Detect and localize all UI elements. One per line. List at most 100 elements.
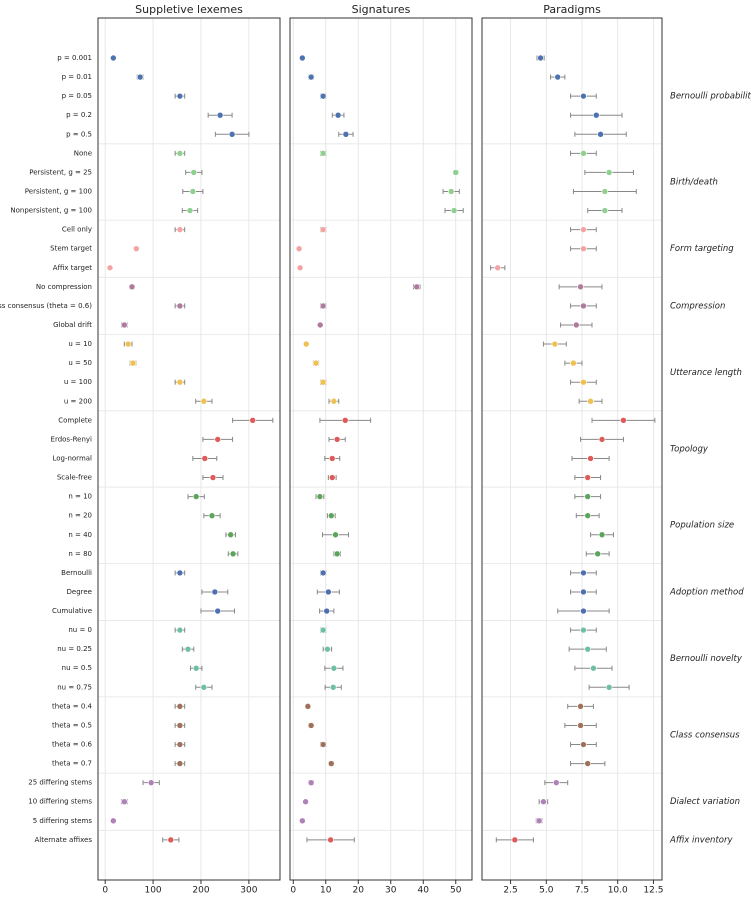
dot xyxy=(620,417,627,424)
row-label: 10 differing stems xyxy=(28,798,92,806)
dot xyxy=(176,378,184,386)
dot xyxy=(580,569,587,577)
row-label: Persistent, g = 25 xyxy=(29,168,92,176)
row-label: Cumulative xyxy=(52,607,92,615)
x-tick-label: 20 xyxy=(353,886,365,896)
row-label: theta = 0.4 xyxy=(52,702,93,710)
dot xyxy=(577,722,584,729)
row-label: p = 0.001 xyxy=(57,54,92,62)
dot xyxy=(189,188,197,195)
dot xyxy=(494,264,502,272)
row-label: Affix target xyxy=(53,264,92,272)
dot xyxy=(228,130,236,138)
panel-title: Paradigms xyxy=(543,3,601,16)
dot xyxy=(572,321,580,329)
dot xyxy=(176,722,184,729)
group-label: Class consensus xyxy=(670,730,740,740)
dot xyxy=(208,512,216,519)
dot xyxy=(580,150,587,157)
x-tick-label: 0 xyxy=(290,886,296,896)
dot xyxy=(584,760,592,767)
x-tick-label: 5.0 xyxy=(539,886,554,896)
panel-title: Signatures xyxy=(352,3,411,16)
dot xyxy=(319,226,327,233)
dot xyxy=(302,340,310,348)
dot xyxy=(601,188,609,195)
row-label: None xyxy=(74,149,92,157)
dot xyxy=(147,779,155,786)
dot xyxy=(200,684,208,691)
dot xyxy=(124,340,132,348)
dot xyxy=(296,264,304,272)
dot xyxy=(332,531,339,539)
dot xyxy=(192,664,200,672)
row-label: u = 10 xyxy=(68,340,92,348)
dot xyxy=(447,188,455,195)
dot xyxy=(577,703,584,710)
dot xyxy=(598,436,606,443)
row-label: p = 0.01 xyxy=(62,73,92,81)
dot xyxy=(216,111,224,119)
row-label: Stem target xyxy=(50,245,92,253)
dot xyxy=(511,836,519,844)
dot xyxy=(551,340,559,348)
dot xyxy=(587,397,594,405)
x-tick-label: 12.5 xyxy=(643,886,663,896)
dot xyxy=(176,302,184,310)
dot xyxy=(342,130,350,138)
dot xyxy=(299,54,306,62)
dot xyxy=(316,321,324,329)
dot xyxy=(128,283,136,291)
group-label: Topology xyxy=(670,444,709,454)
row-label: Bernoulli xyxy=(61,569,92,577)
row-label: p = 0.05 xyxy=(62,92,92,100)
dot xyxy=(327,836,334,844)
panel-frame xyxy=(481,17,663,881)
dot xyxy=(341,417,349,424)
row-label: u = 100 xyxy=(64,378,92,386)
dot xyxy=(214,607,222,615)
row-label: n = 80 xyxy=(68,550,92,558)
row-label: Global drift xyxy=(53,321,92,329)
dot xyxy=(319,378,327,386)
row-label: u = 50 xyxy=(68,359,92,367)
x-tick-label: 2.5 xyxy=(503,886,517,896)
dot xyxy=(186,207,194,214)
dot xyxy=(176,626,184,634)
dot xyxy=(176,226,184,233)
dot xyxy=(176,741,184,748)
dot xyxy=(304,703,312,710)
dot xyxy=(312,359,320,367)
dot xyxy=(333,436,341,443)
row-label: nu = 0.25 xyxy=(57,645,92,653)
dot xyxy=(327,512,335,519)
dot xyxy=(319,92,327,100)
dot xyxy=(323,607,331,615)
group-label: Compression xyxy=(670,301,725,311)
dot xyxy=(319,569,327,577)
row-label: No compression xyxy=(36,283,92,291)
dot xyxy=(570,359,577,367)
row-label: p = 0.2 xyxy=(66,111,92,119)
group-label: Form targeting xyxy=(670,244,734,254)
dot xyxy=(176,150,184,157)
dot xyxy=(580,226,587,233)
dot xyxy=(316,493,324,500)
row-label: Erdos-Renyi xyxy=(51,435,93,443)
dot xyxy=(328,474,336,481)
group-label: Bernoulli probability xyxy=(670,92,751,102)
dot xyxy=(307,779,315,786)
dot xyxy=(580,378,587,386)
dot xyxy=(110,817,117,825)
dot xyxy=(211,588,219,596)
dot xyxy=(605,684,613,691)
dot xyxy=(176,569,184,577)
dot xyxy=(584,493,592,500)
x-tick-label: 0 xyxy=(102,886,108,896)
dot xyxy=(176,92,184,100)
dot xyxy=(176,703,184,710)
row-label: theta = 0.6 xyxy=(52,741,93,749)
group-label: Utterance length xyxy=(670,368,742,378)
dot xyxy=(249,417,256,424)
dot xyxy=(540,798,547,806)
